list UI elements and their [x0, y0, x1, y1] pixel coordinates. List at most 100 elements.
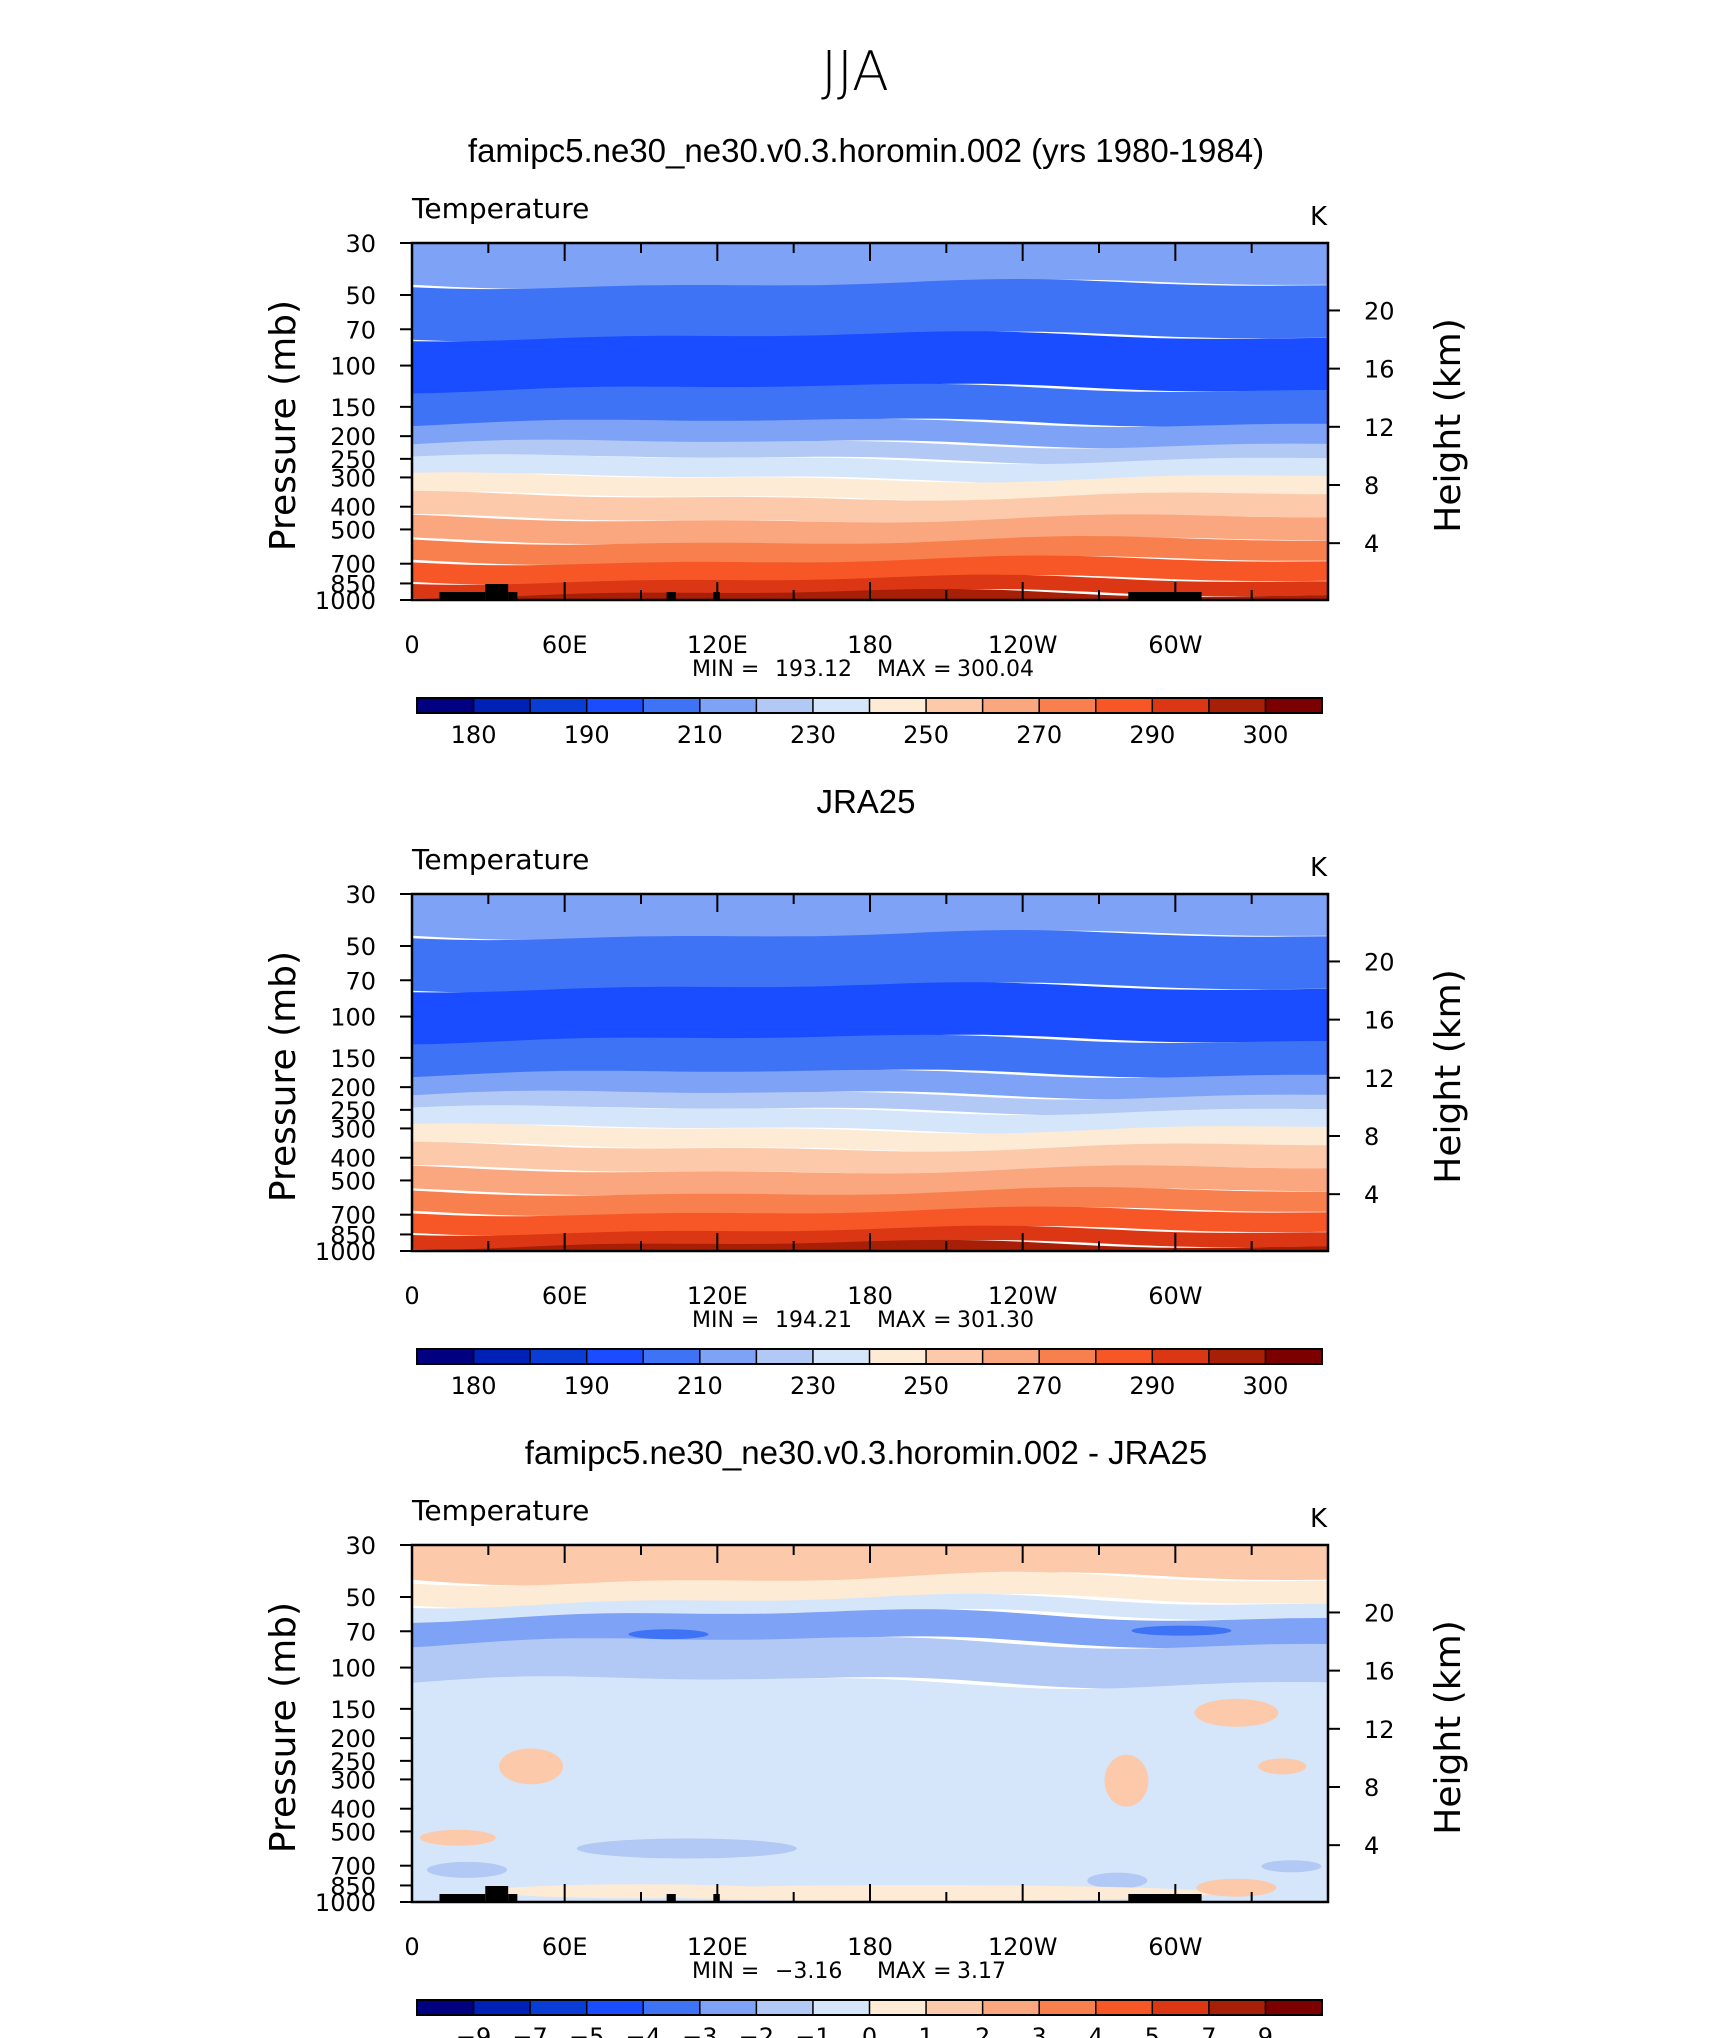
max-label: MAX =: [877, 657, 952, 682]
colorbar-swatch: [473, 1349, 531, 1364]
min-label: MIN =: [692, 1959, 759, 1984]
colorbar-swatch: [417, 698, 474, 713]
anomaly-contour: [426, 1861, 507, 1878]
y-tick-label-pressure: 400: [330, 1145, 376, 1173]
colorbar-label: 190: [564, 721, 610, 749]
colorbar-swatch: [926, 698, 984, 713]
y-tick-label-pressure: 700: [330, 551, 376, 579]
y-tick-label-pressure: 200: [330, 1074, 376, 1102]
colorbar-label: 300: [1243, 1372, 1289, 1400]
y-tick-label-pressure: 200: [330, 1725, 376, 1753]
anomaly-contour: [1258, 1758, 1307, 1775]
x-tick-label: 120E: [687, 1933, 748, 1961]
y-axis-label-right: Height (km): [1428, 1620, 1469, 1834]
y-tick-label-pressure: 30: [345, 230, 376, 258]
colorbar-label: 210: [677, 1372, 723, 1400]
contour-band: [412, 383, 1328, 429]
colorbar-label: −7: [512, 2023, 547, 2038]
colorbar-swatch: [756, 2000, 814, 2015]
topography-mask: [485, 584, 509, 600]
contour-band: [412, 1676, 1328, 1902]
contour-band: [412, 1593, 1328, 1624]
colorbar-label: −9: [456, 2023, 491, 2038]
contour-band: [412, 454, 1328, 484]
topography-mask: [485, 1886, 509, 1902]
x-tick-label: 60W: [1148, 1282, 1202, 1310]
colorbar-label: −3: [682, 2023, 717, 2038]
y-tick-label-height: 20: [1364, 1599, 1395, 1627]
y-axis-label-right: Height (km): [1428, 318, 1469, 532]
y-tick-label-pressure: 400: [330, 1796, 376, 1824]
x-tick-label: 120E: [687, 631, 748, 659]
y-tick-label-pressure: 400: [330, 494, 376, 522]
y-tick-label-pressure: 300: [330, 1115, 376, 1143]
y-tick-label-pressure: 100: [330, 1004, 376, 1032]
y-tick-label-pressure: 70: [345, 967, 376, 995]
units-label: K: [1310, 853, 1328, 883]
colorbar-swatch: [530, 1349, 588, 1364]
y-tick-label-pressure: 500: [330, 1167, 376, 1195]
colorbar-label: −5: [569, 2023, 604, 2038]
colorbar-frame: [416, 1348, 1323, 1365]
topography-mask: [1128, 1894, 1202, 1902]
colorbar-label: 250: [903, 1372, 949, 1400]
panel-3-title: famipc5.ne30_ne30.v0.3.horomin.002 - JRA…: [524, 1434, 1208, 1471]
y-axis-label-right: Height (km): [1428, 969, 1469, 1183]
x-tick-label: 0: [404, 1933, 419, 1961]
topography-mask: [666, 592, 676, 600]
colorbar-label: 210: [677, 721, 723, 749]
y-tick-label-height: 4: [1364, 530, 1379, 558]
contour-band: [412, 439, 1328, 465]
colorbar-label: 180: [451, 721, 497, 749]
colorbar-label: 290: [1129, 1372, 1175, 1400]
y-tick-label-pressure: 850: [330, 570, 376, 598]
y-tick-label-pressure: 250: [330, 1097, 376, 1125]
y-tick-label-pressure: 250: [330, 446, 376, 474]
contour-band: [412, 1165, 1328, 1197]
contour-band: [412, 1034, 1328, 1080]
units-label: K: [1310, 1504, 1328, 1534]
colorbar-label: 290: [1129, 721, 1175, 749]
y-tick-label-pressure: 700: [330, 1202, 376, 1230]
colorbar-swatch: [417, 2000, 474, 2015]
x-tick-label: 180: [847, 1933, 893, 1961]
max-value: 300.04: [957, 657, 1034, 682]
colorbar-label: 7: [1201, 2023, 1216, 2038]
y-tick-label-pressure: 850: [330, 1872, 376, 1900]
min-value: 193.12: [775, 657, 852, 682]
y-tick-label-pressure: 30: [345, 1532, 376, 1560]
colorbar-label: 180: [451, 1372, 497, 1400]
colorbar-swatch: [1039, 698, 1097, 713]
y-tick-label-pressure: 700: [330, 1853, 376, 1881]
y-tick-label-height: 4: [1364, 1832, 1379, 1860]
colorbar-swatch: [1095, 2000, 1153, 2015]
min-label: MIN =: [692, 1308, 759, 1333]
y-tick-label-height: 20: [1364, 297, 1395, 325]
variable-label: Temperature: [411, 1494, 589, 1527]
contour-band: [412, 536, 1328, 565]
anomaly-contour: [1087, 1872, 1148, 1889]
colorbar-swatch: [643, 2000, 701, 2015]
anomaly-contour: [1104, 1754, 1149, 1807]
topography-mask: [439, 1894, 486, 1902]
page-title: JJA: [821, 40, 889, 103]
topography-mask: [666, 1894, 676, 1902]
contour-band: [412, 1123, 1328, 1153]
max-label: MAX =: [877, 1959, 952, 1984]
min-value: 194.21: [775, 1308, 852, 1333]
x-tick-label: 60E: [542, 631, 588, 659]
min-value: −3.16: [775, 1959, 842, 1984]
colorbar-swatch: [699, 698, 757, 713]
colorbar-label: 5: [1145, 2023, 1160, 2038]
x-tick-label: 60W: [1148, 631, 1202, 659]
y-tick-label-height: 16: [1364, 1007, 1395, 1035]
colorbar-label: 230: [790, 721, 836, 749]
colorbar-swatch: [756, 698, 814, 713]
colorbar-label: 4: [1088, 2023, 1103, 2038]
colorbar-swatch: [982, 698, 1040, 713]
y-tick-label-pressure: 150: [330, 394, 376, 422]
colorbar-swatch: [1039, 2000, 1097, 2015]
y-tick-label-pressure: 500: [330, 516, 376, 544]
anomaly-contour: [1196, 1878, 1277, 1897]
x-tick-label: 120W: [988, 1933, 1058, 1961]
